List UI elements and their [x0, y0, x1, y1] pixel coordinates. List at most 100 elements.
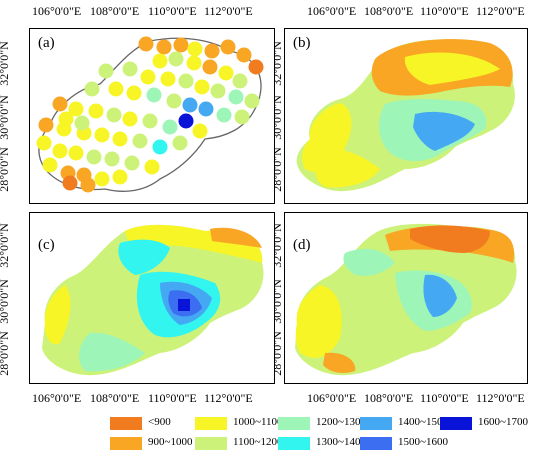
station-point: [94, 127, 110, 143]
lon-tick: 110°0'0"E: [420, 4, 469, 18]
legend-label: 1500~1600: [398, 436, 448, 448]
station-point: [126, 85, 142, 101]
zone-900-1000: [210, 227, 262, 248]
station-point: [228, 89, 244, 105]
zone-1000-1100-west: [295, 285, 342, 358]
legend-swatch: [110, 417, 142, 430]
station-point: [140, 69, 156, 85]
station-point: [124, 155, 140, 171]
lon-tick: 108°0'0"E: [364, 391, 414, 405]
panel-c-map: [42, 224, 264, 376]
station-point: [172, 135, 188, 151]
panel-label: (c): [38, 237, 55, 253]
station-point: [152, 139, 168, 155]
station-point: [156, 39, 172, 55]
station-point: [68, 101, 84, 117]
panel-a-map: [36, 36, 264, 193]
station-point: [178, 113, 194, 129]
legend-label: 1100~1200: [233, 436, 283, 448]
zone-900-1000-south: [323, 352, 356, 373]
station-point: [112, 131, 128, 147]
legend-swatch: [195, 437, 227, 450]
station-point: [244, 93, 260, 109]
legend-swatch: [278, 437, 310, 450]
station-point: [198, 101, 214, 117]
station-point: [104, 151, 120, 167]
zone-1000-1100-south: [315, 148, 380, 188]
legend-label: 1400~1500: [398, 416, 448, 428]
station-points: [36, 36, 264, 193]
station-point: [210, 83, 226, 99]
legend-label: 1000~1100: [233, 416, 283, 428]
panel-label: (d): [293, 237, 311, 253]
panel-d-map: [295, 223, 517, 376]
zone-1200-1300-south: [78, 332, 145, 372]
legend-label: 900~1000: [148, 436, 193, 448]
station-point: [236, 47, 252, 63]
panel-b: (b): [284, 28, 528, 204]
station-point: [86, 149, 102, 165]
lat-tick: 30°0'0"N: [0, 279, 11, 324]
legend-label: 1300~1400: [316, 436, 366, 448]
station-point: [62, 175, 78, 191]
station-point: [138, 36, 154, 52]
panel-c: (c): [29, 212, 275, 384]
station-point: [234, 109, 250, 125]
lon-tick: 112°0'0"E: [204, 391, 253, 405]
station-point: [186, 55, 202, 71]
station-point: [84, 81, 100, 97]
zone-1400-1500: [423, 274, 457, 317]
station-point: [216, 107, 232, 123]
zone-1300-1400-north: [118, 239, 170, 275]
station-point: [58, 111, 74, 127]
lon-tick: 110°0'0"E: [148, 391, 197, 405]
lon-tick: 106°0'0"E: [32, 4, 82, 18]
lon-tick: 108°0'0"E: [90, 4, 140, 18]
station-point: [144, 159, 160, 175]
station-point: [106, 107, 122, 123]
station-point: [166, 93, 182, 109]
station-point: [68, 145, 84, 161]
legend-swatch: [360, 437, 392, 450]
legend-swatch: [360, 417, 392, 430]
zone-1200-1300-north: [343, 248, 395, 276]
station-point: [52, 96, 68, 112]
station-point: [108, 81, 124, 97]
zone-1000-1100: [404, 52, 500, 85]
panel-b-map: [296, 39, 515, 192]
panel-a: (a): [29, 28, 275, 204]
station-point: [220, 39, 236, 55]
station-point: [74, 115, 90, 131]
panel-label: (a): [38, 35, 55, 51]
lat-tick: 28°0'0"N: [0, 331, 11, 376]
legend-label: 1600~1700: [478, 416, 528, 428]
legend-swatch: [110, 437, 142, 450]
station-point: [160, 71, 176, 87]
station-point: [182, 97, 198, 113]
station-point: [232, 73, 248, 89]
legend-label: 1200~1300: [316, 416, 366, 428]
station-point: [192, 123, 208, 139]
zone-below-900: [410, 225, 490, 253]
station-point: [122, 111, 138, 127]
station-point: [173, 37, 189, 53]
lon-tick: 112°0'0"E: [476, 4, 525, 18]
station-point: [38, 117, 54, 133]
station-point: [88, 103, 104, 119]
station-point: [204, 43, 220, 59]
station-point: [218, 65, 234, 81]
station-point: [178, 73, 194, 89]
lon-tick: 108°0'0"E: [90, 391, 140, 405]
station-point: [132, 133, 148, 149]
lat-tick: 32°0'0"N: [0, 223, 11, 268]
lon-tick: 106°0'0"E: [307, 4, 357, 18]
lat-tick: 32°0'0"N: [0, 41, 11, 86]
station-point: [52, 143, 68, 159]
station-point: [112, 169, 128, 185]
legend-swatch: [278, 417, 310, 430]
station-point: [80, 177, 96, 193]
lat-tick: 28°0'0"N: [0, 147, 11, 192]
lat-tick: 30°0'0"N: [0, 95, 11, 140]
lon-tick: 106°0'0"E: [307, 391, 357, 405]
station-point: [152, 53, 168, 69]
